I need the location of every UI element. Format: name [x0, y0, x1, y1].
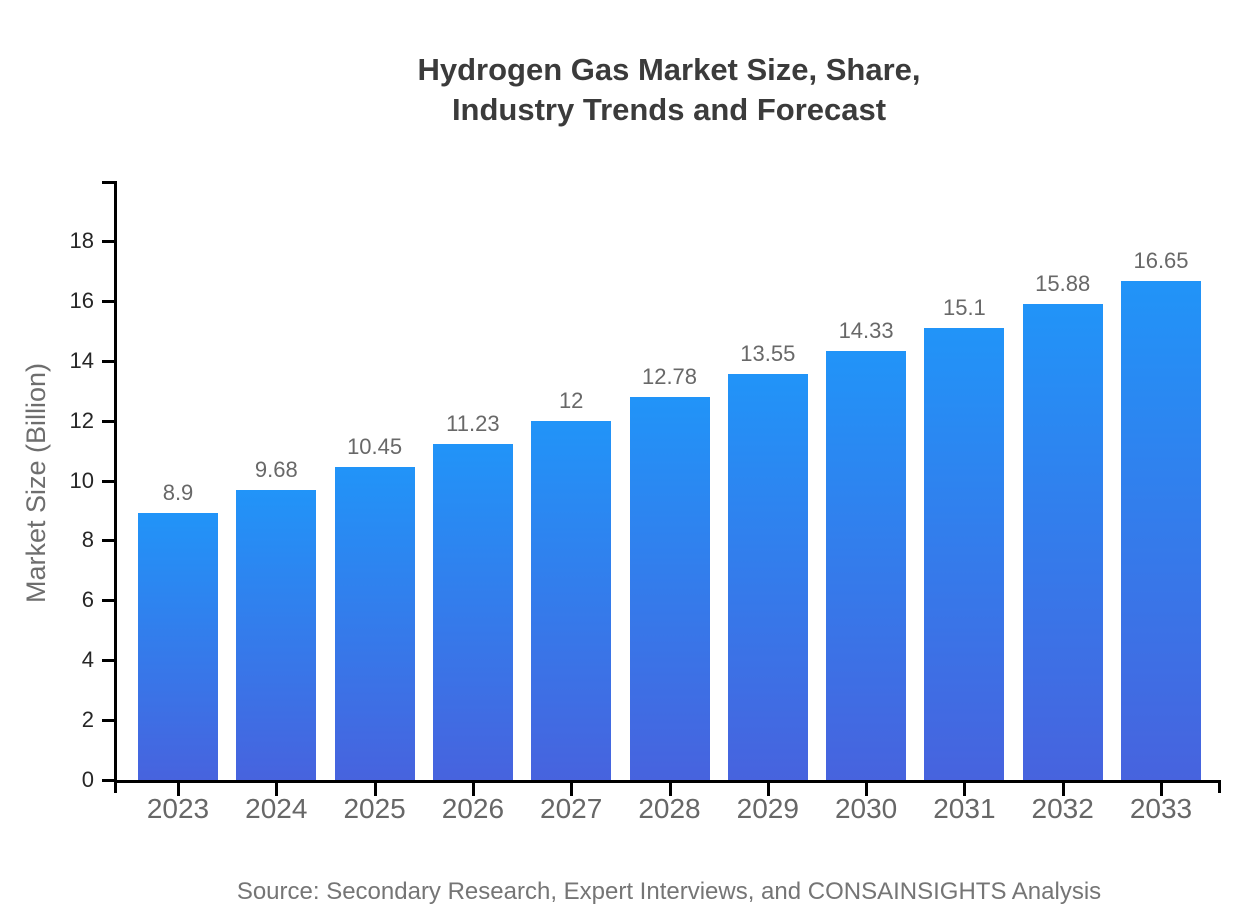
x-tick	[1160, 783, 1163, 796]
bar-value-label: 13.55	[740, 341, 796, 367]
y-tick	[102, 719, 114, 723]
chart-title-line-2: Industry Trends and Forecast	[451, 92, 887, 127]
x-tick-label: 2025	[343, 793, 406, 824]
bar	[1022, 304, 1103, 780]
bar-value-label: 14.33	[838, 317, 894, 343]
x-tick-label: 2029	[736, 793, 799, 824]
bar-value-label: 9.68	[254, 457, 298, 483]
x-tick-label: 2026	[441, 793, 505, 824]
chart-title: Hydrogen Gas Market Size, Share, Industr…	[117, 50, 1221, 130]
x-tick	[570, 783, 574, 796]
y-tick	[102, 419, 114, 423]
y-tick-label: 18	[69, 227, 94, 253]
bar	[629, 397, 710, 780]
y-tick-label: 14	[69, 347, 94, 373]
y-tick-label: 10	[69, 467, 94, 493]
x-tick	[1061, 783, 1065, 796]
bar-value-label: 12.78	[641, 364, 698, 390]
y-tick-label: 16	[69, 287, 94, 313]
x-tick-label: 2030	[834, 793, 898, 824]
bar-value-label: 16.65	[1133, 248, 1189, 274]
x-tick-label: 2023	[146, 793, 210, 824]
x-axis-end-cap	[1218, 780, 1221, 793]
bar-value-label: 12	[558, 387, 584, 413]
y-tick	[102, 539, 114, 543]
x-tick	[668, 783, 672, 796]
y-tick-label: 0	[81, 767, 94, 792]
y-tick	[102, 359, 114, 363]
bar	[727, 374, 808, 780]
x-axis-line	[114, 780, 1221, 783]
x-tick-label: 2033	[1129, 793, 1193, 824]
y-tick-label: 12	[69, 407, 94, 433]
bar	[531, 420, 612, 780]
x-tick	[471, 783, 475, 796]
y-tick	[102, 599, 114, 603]
x-tick	[177, 783, 180, 796]
x-tick	[275, 783, 279, 796]
y-tick	[102, 779, 114, 782]
x-tick	[766, 783, 770, 796]
y-tick	[102, 659, 114, 663]
y-axis-top-cap	[102, 181, 114, 184]
x-tick	[373, 783, 377, 796]
bar	[138, 513, 218, 780]
bar-value-label: 15.88	[1035, 271, 1091, 297]
bar-value-label: 8.9	[162, 480, 194, 506]
bar	[826, 350, 907, 780]
x-tick-label: 2024	[245, 793, 308, 824]
bar	[236, 490, 317, 780]
y-tick-label: 6	[81, 587, 94, 613]
y-tick-label: 8	[81, 527, 94, 553]
y-tick-label: 2	[81, 707, 94, 733]
bar	[334, 467, 415, 780]
bar-value-label: 11.23	[446, 410, 500, 436]
x-tick-label: 2027	[540, 793, 603, 824]
x-tick	[865, 783, 869, 796]
y-axis-line	[114, 181, 117, 793]
y-tick	[102, 239, 114, 243]
x-tick	[963, 783, 967, 796]
x-tick-label: 2032	[1031, 793, 1094, 824]
x-tick-label: 2031	[933, 793, 996, 824]
y-tick	[102, 479, 114, 483]
bar	[1121, 281, 1201, 780]
y-tick	[102, 299, 114, 303]
bar-value-label: 15.1	[942, 294, 986, 320]
bar	[432, 443, 513, 780]
bar	[924, 327, 1005, 780]
x-tick-label: 2028	[638, 793, 701, 824]
source-note: Source: Secondary Research, Expert Inter…	[236, 878, 1102, 905]
y-tick-label: 4	[81, 647, 94, 673]
chart-title-line-1: Hydrogen Gas Market Size, Share,	[417, 52, 921, 87]
bar-value-label: 10.45	[347, 434, 403, 460]
